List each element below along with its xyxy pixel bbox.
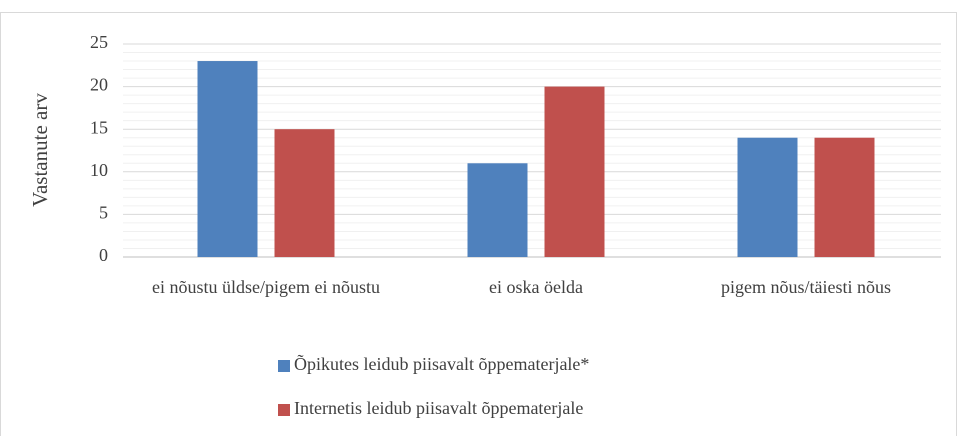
chart-border [0,12,957,436]
y-tick-label: 25 [90,32,108,52]
legend-label: Internetis leidub piisavalt õppematerjal… [294,398,583,418]
y-tick-label: 20 [90,75,108,95]
bar [467,163,528,257]
y-tick-label: 0 [99,245,108,265]
bar [274,129,335,257]
legend-label: Õpikutes leidub piisavalt õppematerjale* [294,353,589,374]
x-tick-label: ei oska öelda [489,277,583,297]
x-tick-label: ei nõustu üldse/pigem ei nõustu [152,277,380,297]
legend-swatch [278,360,290,372]
bar [737,137,798,257]
y-tick-label: 15 [90,117,108,137]
x-tick-label: pigem nõus/täiesti nõus [721,277,891,297]
y-axis-title: Vastanute arv [28,93,52,207]
y-tick-label: 10 [90,160,108,180]
bar [814,137,875,257]
bar [197,61,258,257]
y-tick-label: 5 [99,203,108,223]
legend-swatch [278,404,290,416]
bar [544,86,605,257]
